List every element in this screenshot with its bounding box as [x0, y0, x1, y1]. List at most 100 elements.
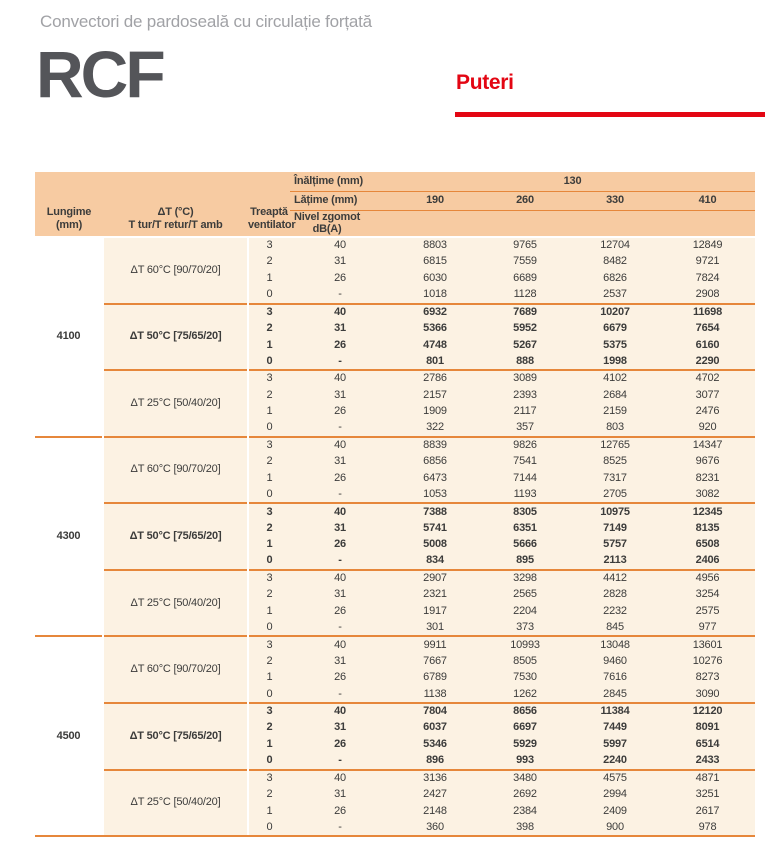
power-value-cell: 3089 [480, 369, 570, 387]
power-value-cell: 834 [390, 553, 480, 570]
fan-speed-cell: 0 [248, 752, 290, 770]
power-value-cell: 2845 [570, 686, 660, 703]
power-value-cell: 360 [390, 819, 480, 838]
power-value-cell: 5375 [570, 336, 660, 354]
fan-speed-cell: 2 [248, 719, 290, 737]
power-value-cell: 6697 [480, 719, 570, 737]
power-value-cell: 7804 [390, 701, 480, 720]
power-value-cell: 9826 [480, 435, 570, 454]
table-row: 0-322 357 803 920 [35, 420, 756, 437]
power-value-cell: 845 [570, 619, 660, 637]
power-value-cell: 6037 [390, 719, 480, 737]
noise-level-cell: - [290, 486, 390, 504]
power-value-cell: 6856 [390, 453, 480, 470]
power-value-cell: 5008 [390, 536, 480, 554]
fan-speed-cell: 3 [248, 502, 290, 520]
power-value-cell: 2232 [570, 603, 660, 620]
table-row: 0-360 398 900 978 [35, 819, 756, 838]
power-value-cell: 1262 [480, 686, 570, 703]
noise-level-cell: 26 [290, 336, 390, 354]
delta-t-cell: ΔT 25°C [50/40/20] [103, 568, 249, 637]
power-value-cell: 322 [390, 420, 480, 437]
power-value-cell: 9676 [660, 453, 756, 470]
power-value-cell: 3090 [660, 686, 756, 703]
power-value-cell: 5929 [480, 736, 570, 753]
power-value-cell: 12120 [660, 701, 756, 720]
length-label-line1: Lungime [46, 206, 92, 218]
fan-speed-cell: 2 [248, 320, 290, 337]
power-value-cell: 978 [660, 819, 756, 838]
power-value-cell: 6689 [480, 270, 570, 287]
header-spacer [390, 210, 756, 237]
power-value-cell: 2409 [570, 802, 660, 820]
power-value-cell: 10207 [570, 302, 660, 321]
delta-t-cell: ΔT 60°C [90/70/20] [103, 635, 249, 703]
fan-speed-cell: 1 [248, 802, 290, 820]
noise-level-cell: 31 [290, 519, 390, 537]
table-row: ΔT 25°C [50/40/20] 3 40 3136 3480 4575 4871 [35, 768, 756, 838]
power-value-cell: 8803 [390, 236, 480, 254]
fan-speed-cell: 3 [248, 435, 290, 454]
noise-label-line1: Nivel zgomot [294, 210, 361, 223]
red-accent-divider [455, 112, 765, 117]
power-value-cell: 3077 [660, 386, 756, 404]
power-value-cell: 7530 [480, 669, 570, 687]
power-value-cell: 12849 [660, 236, 756, 254]
power-value-cell: 10975 [570, 502, 660, 520]
power-value-cell: 6514 [660, 736, 756, 753]
power-value-cell: 1018 [390, 286, 480, 304]
power-value-cell: 12704 [570, 236, 660, 254]
power-value-cell: 2617 [660, 802, 756, 820]
noise-level-cell: 31 [290, 453, 390, 470]
power-value-cell: 2290 [660, 353, 756, 371]
power-value-cell: 6160 [660, 336, 756, 354]
fan-speed-cell: 3 [248, 768, 290, 787]
table-row: 0-1053 1193 2705 3082 [35, 486, 756, 504]
power-value-cell: 5952 [480, 320, 570, 337]
power-value-cell: 2321 [390, 586, 480, 604]
noise-level-cell: 31 [290, 786, 390, 803]
noise-level-cell: 31 [290, 719, 390, 737]
dt-label-line1: ΔT (°C) [157, 206, 194, 218]
power-value-cell: 301 [390, 619, 480, 637]
fan-speed-cell: 3 [248, 302, 290, 321]
power-value-cell: 1128 [480, 286, 570, 304]
table-row: 2 31 5741 6351 7149 8135 [35, 519, 756, 537]
power-value-cell: 11698 [660, 302, 756, 321]
fan-speed-cell: 3 [248, 568, 290, 587]
table-row: 2 31 6856 7541 8525 9676 [35, 453, 756, 470]
fan-speed-cell: 3 [248, 701, 290, 720]
fan-speed-cell: 2 [248, 386, 290, 404]
table-row: 2 31 2427 2692 2994 3251 [35, 786, 756, 803]
fan-step-column-header: Treaptă ventilator [248, 172, 296, 237]
fan-speed-cell: 1 [248, 536, 290, 554]
fan-speed-cell: 3 [248, 236, 290, 254]
power-value-cell: 2204 [480, 603, 570, 620]
noise-level-cell: 31 [290, 386, 390, 404]
product-model-title: RCF [36, 37, 166, 111]
power-value-cell: 1917 [390, 603, 480, 620]
power-value-cell: 4956 [660, 568, 756, 587]
noise-label: Nivel zgomot dB(A) [294, 211, 360, 236]
noise-level-cell: - [290, 619, 390, 637]
power-value-cell: 8656 [480, 701, 570, 720]
power-value-cell: 7541 [480, 453, 570, 470]
power-value-cell: 1138 [390, 686, 480, 703]
power-value-cell: 2575 [660, 603, 756, 620]
delta-t-cell: ΔT 50°C [75/65/20] [103, 701, 249, 770]
power-value-cell: 5267 [480, 336, 570, 354]
power-value-cell: 2157 [390, 386, 480, 404]
delta-t-cell: ΔT 50°C [75/65/20] [103, 502, 249, 570]
table-row: 2 31 7667 8505 9460 10276 [35, 653, 756, 670]
fan-speed-cell: 2 [248, 786, 290, 803]
power-value-cell: 398 [480, 819, 570, 838]
table-row: 0-301 373 845 977 [35, 619, 756, 637]
delta-t-column-header: ΔT (°C) T tur/T retur/T amb [103, 172, 248, 237]
power-value-cell: 3254 [660, 586, 756, 604]
power-value-cell: 2537 [570, 286, 660, 304]
power-value-cell: 8231 [660, 469, 756, 487]
table-row: 2 31 6815 7559 8482 9721 [35, 253, 756, 271]
power-value-cell: 1998 [570, 353, 660, 371]
delta-t-cell: ΔT 60°C [90/70/20] [103, 435, 249, 504]
